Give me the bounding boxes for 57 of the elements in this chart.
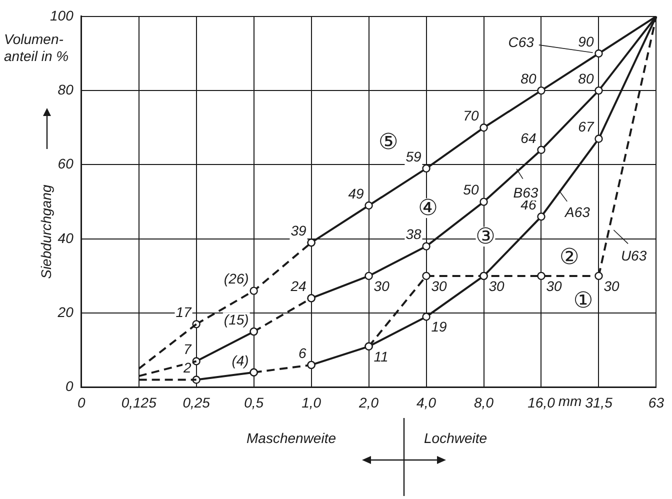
data-label: 90 bbox=[578, 33, 594, 50]
data-label: 50 bbox=[463, 182, 479, 198]
x-tick-label: 1,0 bbox=[302, 394, 322, 410]
data-label: 30 bbox=[604, 278, 620, 294]
data-label: 17 bbox=[176, 304, 193, 320]
x-tick-label: 0,25 bbox=[182, 394, 210, 410]
y-tick-label: 40 bbox=[58, 230, 74, 246]
y-tick-label: 20 bbox=[56, 304, 74, 320]
data-label: 6 bbox=[298, 344, 307, 361]
annotation: B63 bbox=[513, 184, 538, 200]
data-label: 67 bbox=[578, 118, 595, 135]
text: Maschenweite bbox=[246, 430, 336, 446]
x-axis-title: mm bbox=[558, 393, 582, 410]
y-tick-label: 60 bbox=[58, 156, 74, 172]
annotation: ⑤ bbox=[378, 130, 398, 156]
data-label: 30 bbox=[374, 278, 390, 294]
data-label: 59 bbox=[406, 148, 422, 164]
y-axis-title: Siebdurchgang bbox=[38, 184, 54, 279]
data-label: 24 bbox=[290, 278, 307, 294]
data-label: 2 bbox=[182, 360, 192, 376]
annotation: C63 bbox=[508, 34, 534, 50]
y-tick-label: 100 bbox=[50, 7, 74, 24]
data-label: (4) bbox=[232, 352, 249, 368]
data-label: 11 bbox=[374, 348, 388, 364]
text: Volumen- anteil in % bbox=[4, 31, 69, 64]
x-tick-label: 2,0 bbox=[358, 394, 379, 410]
data-label: 19 bbox=[431, 318, 448, 335]
x-tick-label: 63 bbox=[648, 394, 664, 410]
data-label: 39 bbox=[290, 222, 307, 238]
data-label: (15) bbox=[224, 311, 249, 328]
data-label: 38 bbox=[406, 226, 422, 242]
data-label: 80 bbox=[520, 70, 536, 86]
data-label: 30 bbox=[546, 278, 562, 294]
data-label: 80 bbox=[578, 70, 594, 86]
text: Lochweite bbox=[424, 430, 488, 446]
annotation: ① bbox=[573, 288, 594, 314]
data-label: 49 bbox=[348, 185, 364, 202]
x-tick-label: 8,0 bbox=[474, 394, 494, 410]
data-label: 64 bbox=[520, 130, 536, 146]
x-tick-label: 0,125 bbox=[121, 394, 157, 410]
x-tick-label: 16,0 bbox=[528, 394, 556, 410]
annotation: A63 bbox=[564, 204, 590, 220]
data-label: 70 bbox=[463, 108, 479, 124]
annotation: U63 bbox=[620, 247, 647, 264]
x-tick-label: 0,5 bbox=[244, 394, 264, 410]
y-tick-label: 80 bbox=[58, 81, 74, 98]
x-tick-label: 0 bbox=[77, 394, 86, 410]
annotation: ④ bbox=[418, 196, 438, 221]
x-tick-label: 4,0 bbox=[416, 394, 436, 410]
data-label: 30 bbox=[431, 278, 448, 294]
x-tick-label: 31,5 bbox=[585, 394, 613, 410]
annotation: ② bbox=[560, 245, 580, 270]
data-label: 7 bbox=[184, 341, 193, 358]
data-label: (26) bbox=[224, 270, 249, 287]
annotation: ③ bbox=[476, 224, 496, 250]
y-tick-label: 0 bbox=[66, 378, 74, 394]
data-label: 30 bbox=[488, 278, 505, 294]
